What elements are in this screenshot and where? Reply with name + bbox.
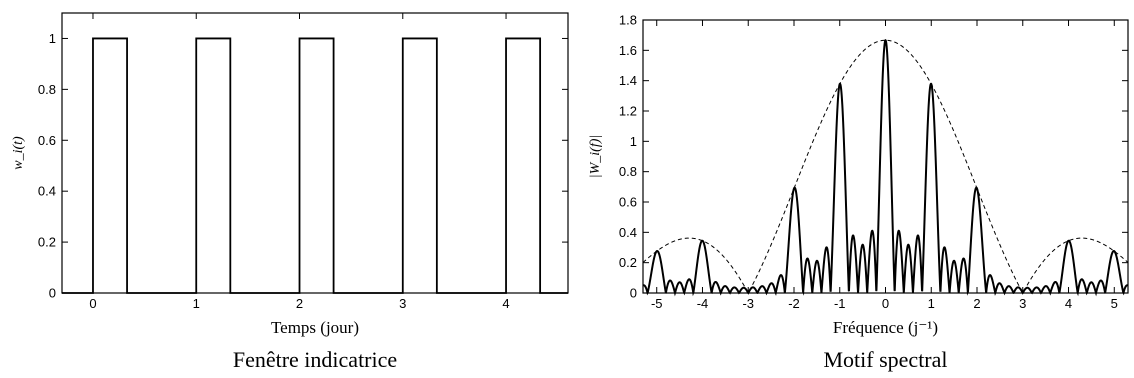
left-y-axis-label: w_i(t) xyxy=(11,136,26,170)
y-tick-label: 0.2 xyxy=(619,255,637,270)
x-tick-label: 3 xyxy=(399,296,406,311)
y-tick-label: 1.8 xyxy=(619,13,637,28)
x-tick-label: -5 xyxy=(651,296,663,311)
right-ticks: -5 -4 -3 -2 -1 0 1 2 3 4 5 0 0.2 0.4 0.6 0.8 1 1.2 1.4 1.6 1… xyxy=(619,13,1128,311)
x-tick-label: 3 xyxy=(1019,296,1026,311)
y-tick-label: 0 xyxy=(630,286,637,301)
x-tick-label: -1 xyxy=(834,296,846,311)
left-x-axis-label: Temps (jour) xyxy=(271,318,359,337)
right-plot-frame xyxy=(642,19,1129,294)
y-tick-label: 1.4 xyxy=(619,73,637,88)
left-caption: Fenêtre indicatrice xyxy=(233,347,397,372)
y-tick-label: 0.4 xyxy=(619,225,637,240)
left-ticks: 0 1 2 3 4 0 0.2 0.4 0.6 0.8 1 xyxy=(38,13,568,311)
left-plot-frame xyxy=(61,12,569,294)
left-series xyxy=(62,37,568,294)
x-tick-label: 4 xyxy=(1065,296,1072,311)
envelope-dashed-line xyxy=(642,39,1129,294)
y-tick-label: 1 xyxy=(49,31,56,46)
x-tick-label: 4 xyxy=(502,296,509,311)
x-tick-label: 1 xyxy=(928,296,935,311)
x-tick-label: -3 xyxy=(742,296,754,311)
chart-indicator-window: 0 1 2 3 4 0 0.2 0.4 0.6 0.8 1 Temps (jour) Fenêtre… xyxy=(11,12,569,372)
x-tick-label: 0 xyxy=(89,296,96,311)
chart-spectral-pattern: -5 -4 -3 -2 -1 0 1 2 3 4 5 0 0.2 0.4 0.6 0.8 1 1.2 1.4 1.6 1… xyxy=(588,13,1129,372)
y-tick-label: 0.6 xyxy=(38,133,56,148)
x-tick-label: 1 xyxy=(193,296,200,311)
y-tick-label: 0 xyxy=(49,286,56,301)
y-tick-label: 0.8 xyxy=(619,164,637,179)
right-series xyxy=(642,38,1129,297)
y-tick-label: 1.6 xyxy=(619,43,637,58)
x-tick-label: 2 xyxy=(296,296,303,311)
y-tick-label: 0.2 xyxy=(38,235,56,250)
y-tick-label: 0.6 xyxy=(619,195,637,210)
spectral-window-line xyxy=(642,38,1129,297)
x-tick-label: 5 xyxy=(1111,296,1118,311)
x-tick-label: -4 xyxy=(697,296,709,311)
y-tick-label: 1.2 xyxy=(619,104,637,119)
right-x-axis-label: Fréquence (j⁻¹) xyxy=(833,318,938,337)
y-tick-label: 1 xyxy=(630,134,637,149)
x-tick-label: -2 xyxy=(788,296,800,311)
y-tick-label: 0.8 xyxy=(38,82,56,97)
x-tick-label: 2 xyxy=(973,296,980,311)
y-tick-label: 0.4 xyxy=(38,184,56,199)
right-y-axis-label: |W_i(f)| xyxy=(588,135,603,178)
right-caption: Motif spectral xyxy=(823,347,947,372)
x-tick-label: 0 xyxy=(882,296,889,311)
series-line xyxy=(62,37,568,294)
